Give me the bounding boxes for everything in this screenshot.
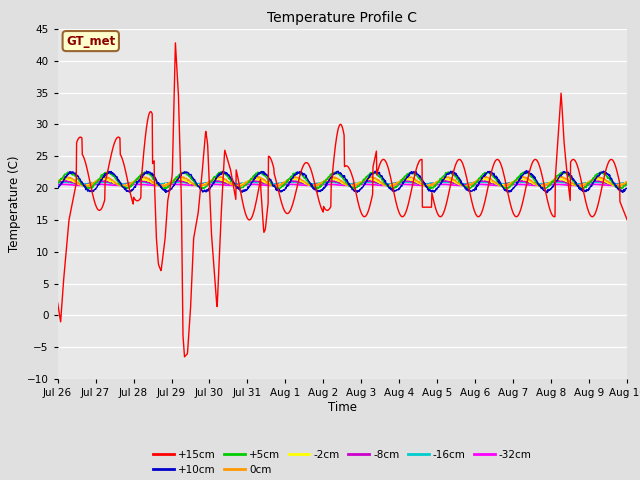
-16cm xyxy=(362,179,370,185)
-8cm xyxy=(98,178,106,184)
0cm xyxy=(121,183,129,189)
-8cm xyxy=(296,180,303,185)
0cm xyxy=(318,180,326,186)
0cm xyxy=(254,174,262,180)
-32cm xyxy=(346,183,354,189)
-8cm xyxy=(121,182,129,188)
+10cm xyxy=(307,180,315,186)
+15cm xyxy=(180,354,188,360)
-8cm xyxy=(54,180,61,185)
Line: -32cm: -32cm xyxy=(58,184,627,186)
-32cm xyxy=(121,182,129,188)
-16cm xyxy=(296,180,303,186)
+5cm xyxy=(296,169,303,175)
+15cm xyxy=(318,207,326,213)
+10cm xyxy=(98,177,106,182)
0cm xyxy=(308,183,316,189)
+15cm xyxy=(121,165,129,171)
+5cm xyxy=(219,168,227,174)
+5cm xyxy=(378,176,386,182)
-8cm xyxy=(378,181,386,187)
+10cm xyxy=(522,168,530,174)
0cm xyxy=(577,184,584,190)
Line: +10cm: +10cm xyxy=(58,171,627,192)
Line: -8cm: -8cm xyxy=(58,180,627,185)
-8cm xyxy=(308,182,316,188)
+15cm xyxy=(54,300,61,306)
Text: GT_met: GT_met xyxy=(66,35,115,48)
-2cm xyxy=(379,181,387,187)
+15cm xyxy=(172,40,179,46)
-2cm xyxy=(54,179,61,185)
-16cm xyxy=(54,180,61,185)
-8cm xyxy=(518,178,526,183)
+10cm xyxy=(54,185,61,191)
-2cm xyxy=(308,183,316,189)
-16cm xyxy=(121,181,129,187)
X-axis label: Time: Time xyxy=(328,401,357,414)
Title: Temperature Profile C: Temperature Profile C xyxy=(268,11,417,25)
-8cm xyxy=(193,182,201,188)
+5cm xyxy=(580,186,588,192)
+15cm xyxy=(296,172,304,178)
-32cm xyxy=(623,181,631,187)
+5cm xyxy=(308,183,316,189)
-16cm xyxy=(458,181,466,187)
-2cm xyxy=(158,183,166,189)
+10cm xyxy=(378,173,385,179)
+5cm xyxy=(54,180,61,186)
-32cm xyxy=(296,182,303,188)
+15cm xyxy=(98,205,106,211)
-32cm xyxy=(307,182,315,188)
-16cm xyxy=(623,180,631,185)
+5cm xyxy=(121,184,129,190)
+10cm xyxy=(623,185,631,191)
-8cm xyxy=(623,180,631,185)
-16cm xyxy=(378,180,386,186)
+10cm xyxy=(121,185,129,191)
+5cm xyxy=(623,180,631,186)
-32cm xyxy=(317,182,325,188)
+5cm xyxy=(318,183,326,189)
+5cm xyxy=(98,173,106,179)
-2cm xyxy=(318,180,326,186)
-32cm xyxy=(378,182,386,188)
+15cm xyxy=(308,169,316,175)
-16cm xyxy=(98,179,106,185)
0cm xyxy=(378,180,386,186)
+10cm xyxy=(543,190,551,195)
+15cm xyxy=(379,157,387,163)
Y-axis label: Temperature (C): Temperature (C) xyxy=(8,156,21,252)
-2cm xyxy=(329,175,337,181)
Line: +5cm: +5cm xyxy=(58,171,627,189)
+15cm xyxy=(623,217,631,223)
+10cm xyxy=(296,169,303,175)
-2cm xyxy=(296,178,303,183)
Line: 0cm: 0cm xyxy=(58,177,627,187)
-32cm xyxy=(399,181,406,187)
-2cm xyxy=(98,176,106,182)
-2cm xyxy=(121,182,129,188)
Legend: +15cm, +10cm, +5cm, 0cm, -2cm, -8cm, -16cm, -32cm: +15cm, +10cm, +5cm, 0cm, -2cm, -8cm, -16… xyxy=(149,445,536,479)
+10cm xyxy=(317,187,325,193)
-8cm xyxy=(318,180,326,186)
-2cm xyxy=(623,179,631,185)
0cm xyxy=(623,179,631,185)
-32cm xyxy=(54,181,61,187)
0cm xyxy=(296,176,303,181)
Line: +15cm: +15cm xyxy=(58,43,627,357)
0cm xyxy=(54,180,61,185)
Line: -2cm: -2cm xyxy=(58,178,627,186)
-32cm xyxy=(98,181,106,187)
-16cm xyxy=(317,180,325,186)
-16cm xyxy=(307,181,315,187)
Line: -16cm: -16cm xyxy=(58,182,627,184)
0cm xyxy=(98,175,106,181)
